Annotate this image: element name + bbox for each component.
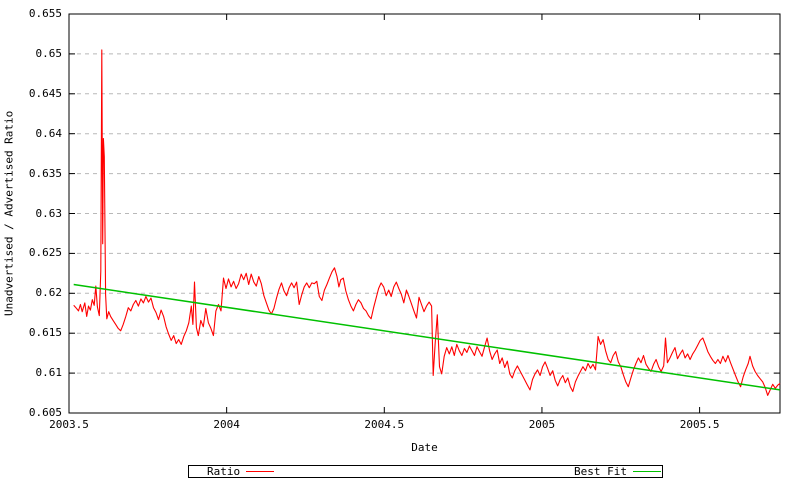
legend: Ratio Best Fit <box>188 465 663 478</box>
legend-label-ratio: Ratio <box>207 465 241 478</box>
series-line-best-fit <box>73 283 781 391</box>
legend-line-sample-ratio <box>246 471 275 472</box>
legend-line-sample-best-fit <box>632 471 661 472</box>
x-axis-label: Date <box>411 441 438 454</box>
plot-canvas <box>68 13 781 414</box>
legend-label-best-fit: Best Fit <box>574 465 627 478</box>
y-axis-label: Unadvertised / Advertised Ratio <box>2 110 16 317</box>
legend-entry-best-fit: Best Fit <box>574 466 661 477</box>
legend-entry-ratio: Ratio <box>207 465 275 478</box>
series-line-ratio <box>73 49 781 396</box>
